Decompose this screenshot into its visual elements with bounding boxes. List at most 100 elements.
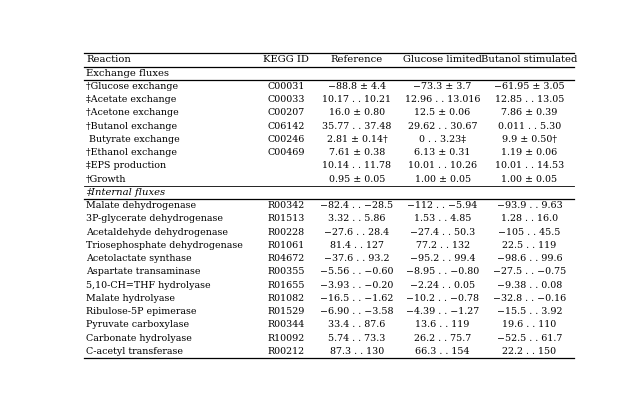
Text: −82.4 . . −28.5: −82.4 . . −28.5 [321,201,394,210]
Text: −95.2 . . 99.4: −95.2 . . 99.4 [410,254,476,263]
Text: Malate dehydrogenase: Malate dehydrogenase [86,201,196,210]
Text: −105 . . 45.5: −105 . . 45.5 [499,228,561,237]
Text: Malate hydrolyase: Malate hydrolyase [86,294,175,303]
Text: †Glucose exchange: †Glucose exchange [86,82,178,91]
Text: −37.6 . . 93.2: −37.6 . . 93.2 [324,254,390,263]
Text: Triosephosphate dehydrogenase: Triosephosphate dehydrogenase [86,241,243,250]
Text: R00344: R00344 [268,320,305,329]
Text: −88.8 ± 4.4: −88.8 ± 4.4 [328,82,386,91]
Text: 1.00 ± 0.05: 1.00 ± 0.05 [501,175,557,183]
Text: R10092: R10092 [268,334,305,343]
Text: 7.86 ± 0.39: 7.86 ± 0.39 [501,109,557,117]
Text: −3.93 . . −0.20: −3.93 . . −0.20 [320,281,394,290]
Text: 0.95 ± 0.05: 0.95 ± 0.05 [329,175,385,183]
Text: −9.38 . . 0.08: −9.38 . . 0.08 [497,281,562,290]
Text: Reaction: Reaction [86,55,131,64]
Text: R04672: R04672 [268,254,305,263]
Text: 7.61 ± 0.38: 7.61 ± 0.38 [329,148,385,157]
Text: 22.2 . . 150: 22.2 . . 150 [502,347,557,356]
Text: KEGG ID: KEGG ID [263,55,309,64]
Text: R01082: R01082 [268,294,305,303]
Text: −5.56 . . −0.60: −5.56 . . −0.60 [320,267,394,276]
Text: C-acetyl transferase: C-acetyl transferase [86,347,183,356]
Text: −6.90 . . −3.58: −6.90 . . −3.58 [320,307,394,316]
Text: −27.4 . . 50.3: −27.4 . . 50.3 [410,228,475,237]
Text: †Ethanol exchange: †Ethanol exchange [86,148,177,157]
Text: R00342: R00342 [268,201,305,210]
Text: −15.5 . . 3.92: −15.5 . . 3.92 [497,307,562,316]
Text: 1.53 . . 4.85: 1.53 . . 4.85 [414,214,471,224]
Text: 10.01 . . 10.26: 10.01 . . 10.26 [408,161,477,171]
Text: 16.0 ± 0.80: 16.0 ± 0.80 [329,109,385,117]
Text: 10.17 . . 10.21: 10.17 . . 10.21 [323,95,392,104]
Text: 13.6 . . 119: 13.6 . . 119 [415,320,470,329]
Text: †Growth: †Growth [86,175,127,183]
Text: C00031: C00031 [268,82,305,91]
Text: 12.96 . . 13.016: 12.96 . . 13.016 [405,95,480,104]
Text: R01061: R01061 [268,241,305,250]
Text: Butyrate exchange: Butyrate exchange [86,135,180,144]
Text: 2.81 ± 0.14†: 2.81 ± 0.14† [326,135,387,144]
Text: 26.2 . . 75.7: 26.2 . . 75.7 [414,334,471,343]
Text: −98.6 . . 99.6: −98.6 . . 99.6 [497,254,563,263]
Text: 5.74 . . 73.3: 5.74 . . 73.3 [328,334,385,343]
Text: 29.62 . . 30.67: 29.62 . . 30.67 [408,122,477,131]
Text: −73.3 ± 3.7: −73.3 ± 3.7 [413,82,472,91]
Text: −8.95 . . −0.80: −8.95 . . −0.80 [406,267,479,276]
Text: 1.19 ± 0.06: 1.19 ± 0.06 [501,148,557,157]
Text: R01529: R01529 [268,307,305,316]
Text: 0.011 . . 5.30: 0.011 . . 5.30 [498,122,561,131]
Text: R01513: R01513 [268,214,305,224]
Text: 19.6 . . 110: 19.6 . . 110 [502,320,557,329]
Text: 9.9 ± 0.50†: 9.9 ± 0.50† [502,135,557,144]
Text: 33.4 . . 87.6: 33.4 . . 87.6 [328,320,385,329]
Text: C00033: C00033 [267,95,305,104]
Text: 12.5 ± 0.06: 12.5 ± 0.06 [415,109,470,117]
Text: 81.4 . . 127: 81.4 . . 127 [330,241,384,250]
Text: R00228: R00228 [268,228,305,237]
Text: R00355: R00355 [267,267,305,276]
Text: 77.2 . . 132: 77.2 . . 132 [415,241,470,250]
Text: ‡Internal fluxes: ‡Internal fluxes [86,188,165,197]
Text: Acetaldehyde dehydrogenase: Acetaldehyde dehydrogenase [86,228,228,237]
Text: Reference: Reference [331,55,383,64]
Text: R01655: R01655 [267,281,305,290]
Text: 1.28 . . 16.0: 1.28 . . 16.0 [501,214,558,224]
Text: 0 . . 3.23‡: 0 . . 3.23‡ [419,135,466,144]
Text: ‡Acetate exchange: ‡Acetate exchange [86,95,177,104]
Text: −16.5 . . −1.62: −16.5 . . −1.62 [320,294,394,303]
Text: 87.3 . . 130: 87.3 . . 130 [330,347,384,356]
Text: 10.14 . . 11.78: 10.14 . . 11.78 [323,161,392,171]
Text: −2.24 . . 0.05: −2.24 . . 0.05 [410,281,475,290]
Text: −27.6 . . 28.4: −27.6 . . 28.4 [324,228,390,237]
Text: C00246: C00246 [268,135,305,144]
Text: 35.77 . . 37.48: 35.77 . . 37.48 [322,122,392,131]
Text: −61.95 ± 3.05: −61.95 ± 3.05 [494,82,564,91]
Text: Exchange fluxes: Exchange fluxes [86,69,169,78]
Text: Pyruvate carboxylase: Pyruvate carboxylase [86,320,189,329]
Text: Acetolactate synthase: Acetolactate synthase [86,254,191,263]
Text: Aspartate transaminase: Aspartate transaminase [86,267,200,276]
Text: †Acetone exchange: †Acetone exchange [86,109,179,117]
Text: 22.5 . . 119: 22.5 . . 119 [502,241,557,250]
Text: Carbonate hydrolyase: Carbonate hydrolyase [86,334,192,343]
Text: 12.85 . . 13.05: 12.85 . . 13.05 [495,95,564,104]
Text: −52.5 . . 61.7: −52.5 . . 61.7 [497,334,562,343]
Text: 6.13 ± 0.31: 6.13 ± 0.31 [414,148,471,157]
Text: Ribulose-5P epimerase: Ribulose-5P epimerase [86,307,196,316]
Text: 10.01 . . 14.53: 10.01 . . 14.53 [495,161,564,171]
Text: C00207: C00207 [268,109,305,117]
Text: †Butanol exchange: †Butanol exchange [86,122,177,131]
Text: −112 . . −5.94: −112 . . −5.94 [408,201,477,210]
Text: −27.5 . . −0.75: −27.5 . . −0.75 [493,267,566,276]
Text: 3.32 . . 5.86: 3.32 . . 5.86 [328,214,386,224]
Text: 5,10-CH=THF hydrolyase: 5,10-CH=THF hydrolyase [86,281,211,290]
Text: −4.39 . . −1.27: −4.39 . . −1.27 [406,307,479,316]
Text: R00212: R00212 [268,347,305,356]
Text: −10.2 . . −0.78: −10.2 . . −0.78 [406,294,479,303]
Text: 3P-glycerate dehydrogenase: 3P-glycerate dehydrogenase [86,214,223,224]
Text: C06142: C06142 [268,122,305,131]
Text: Butanol stimulated: Butanol stimulated [481,55,578,64]
Text: −93.9 . . 9.63: −93.9 . . 9.63 [497,201,563,210]
Text: Glucose limited: Glucose limited [403,55,482,64]
